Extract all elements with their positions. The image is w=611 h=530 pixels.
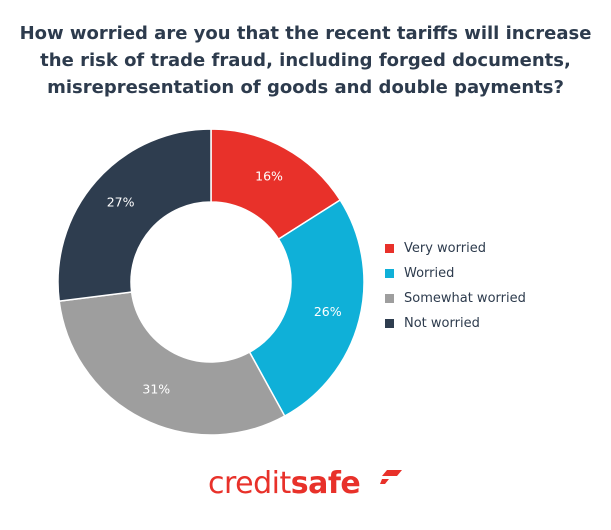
donut-slice-not-worried [57,128,212,303]
chart-title: How worried are you that the recent tari… [0,20,611,101]
logo-flag-icon [380,470,402,484]
legend: Very worried Worried Somewhat worried No… [385,236,526,336]
title-line-3: misrepresentation of goods and double pa… [47,77,564,98]
logo-text-credit: credit [208,466,291,501]
slice-value-label: 16% [255,168,283,183]
title-line-2: the risk of trade fraud, including forge… [40,50,571,71]
legend-item-very-worried: Very worried [385,236,526,261]
legend-item-worried: Worried [385,261,526,286]
donut-slices [57,128,365,436]
legend-label: Somewhat worried [404,291,526,306]
creditsafe-logo: creditsafe [208,466,402,501]
legend-swatch [385,269,394,278]
slice-value-label: 31% [142,381,170,396]
legend-item-somewhat-worried: Somewhat worried [385,286,526,311]
slice-value-label: 26% [314,304,342,319]
donut-slice-somewhat-worried [58,291,286,436]
slice-value-label: 27% [107,194,135,209]
legend-item-not-worried: Not worried [385,311,526,336]
donut-labels: 16% 26% 31% 27% [107,168,342,396]
donut-slice-worried [248,198,365,418]
legend-label: Worried [404,266,455,281]
legend-swatch [385,294,394,303]
legend-swatch [385,319,394,328]
legend-label: Not worried [404,316,480,331]
legend-label: Very worried [404,241,486,256]
title-line-1: How worried are you that the recent tari… [19,23,592,44]
legend-swatch [385,244,394,253]
logo-text-safe: safe [290,466,361,501]
